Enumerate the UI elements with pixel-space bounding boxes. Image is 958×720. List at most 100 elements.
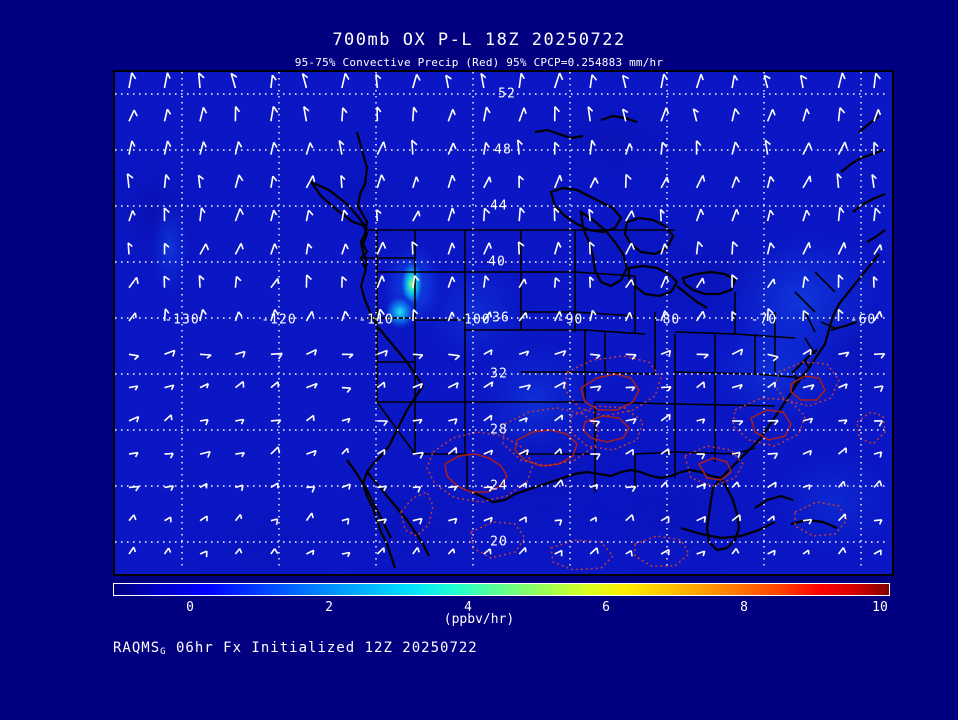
wind-barb xyxy=(732,420,744,426)
wind-barb xyxy=(412,275,420,288)
wind-barb xyxy=(554,349,567,357)
wind-barb xyxy=(625,448,634,456)
wind-barb xyxy=(589,483,599,490)
wind-barb xyxy=(483,141,490,155)
wind-barb xyxy=(873,310,883,322)
wind-barb xyxy=(588,208,594,222)
wind-barb xyxy=(235,418,245,425)
wind-barb xyxy=(448,353,461,361)
wind-barb xyxy=(802,242,811,255)
wind-barb xyxy=(128,140,136,155)
wind-barb xyxy=(621,108,629,122)
wind-barb xyxy=(838,419,848,425)
colorbar xyxy=(113,583,890,596)
wind-barb xyxy=(802,449,813,456)
wind-barb xyxy=(199,482,208,489)
wind-barb xyxy=(590,385,602,392)
wind-barb xyxy=(411,241,419,255)
wind-barb xyxy=(695,208,705,222)
wind-barb xyxy=(341,517,350,525)
wind-barb xyxy=(445,74,452,89)
wind-barb xyxy=(199,450,211,458)
wind-barb xyxy=(837,513,847,522)
wind-barb xyxy=(587,106,594,122)
wind-barb xyxy=(625,485,637,493)
plot-subtitle: 95-75% Convective Precip (Red) 95% CPCP=… xyxy=(294,56,664,69)
wind-barb xyxy=(660,481,669,488)
wind-barb xyxy=(199,418,209,426)
wind-barb xyxy=(412,547,421,555)
wind-barb xyxy=(234,208,244,222)
wind-barb xyxy=(661,386,672,392)
wind-barb xyxy=(838,351,850,358)
wind-barb xyxy=(838,383,848,389)
wind-barb xyxy=(553,72,564,89)
wind-barb xyxy=(128,312,137,322)
wind-barb xyxy=(199,243,210,255)
wind-barb xyxy=(305,310,315,322)
wind-barb xyxy=(306,382,318,389)
wind-barb xyxy=(553,207,560,222)
wind-barb xyxy=(660,310,669,322)
footer-model: RAQMS xyxy=(113,640,161,656)
wind-barb xyxy=(303,105,310,122)
wind-barb xyxy=(695,73,704,89)
wind-barb xyxy=(874,420,884,427)
wind-barb xyxy=(234,513,243,522)
wind-barb xyxy=(554,549,563,557)
wind-barb xyxy=(837,308,844,321)
wind-barb xyxy=(767,381,776,389)
wind-barb xyxy=(164,384,175,391)
wind-barb xyxy=(483,242,492,255)
wind-barb xyxy=(731,274,738,288)
wind-barb xyxy=(518,516,527,523)
wind-barb xyxy=(412,308,419,322)
wind-barb xyxy=(625,210,635,222)
wind-barb xyxy=(412,106,418,122)
colorbar-tick: 10 xyxy=(872,600,888,615)
wind-barb xyxy=(695,140,702,155)
wind-barb xyxy=(199,141,207,155)
wind-barb xyxy=(341,386,352,393)
wind-barb xyxy=(412,176,420,189)
wind-barb xyxy=(483,207,491,222)
wind-barb xyxy=(483,176,492,189)
wind-barb xyxy=(412,451,424,459)
wind-barb xyxy=(128,353,140,361)
wind-barb xyxy=(873,451,883,458)
wind-barb xyxy=(696,353,709,359)
wind-barb xyxy=(873,141,879,155)
wind-barb xyxy=(625,279,635,289)
wind-barb xyxy=(660,349,672,357)
wind-barb xyxy=(483,275,490,288)
wind-barb xyxy=(554,519,563,526)
wind-barb xyxy=(164,452,174,459)
wind-barb xyxy=(731,514,742,522)
wind-barb xyxy=(199,207,206,222)
wind-barb xyxy=(731,348,744,356)
wind-barb xyxy=(341,551,351,558)
wind-barb xyxy=(126,173,134,188)
wind-barb xyxy=(447,142,457,155)
wind-barb xyxy=(270,105,279,122)
wind-barb xyxy=(163,308,170,322)
wind-barb xyxy=(518,350,530,357)
wind-barb xyxy=(766,242,775,255)
wind-barb xyxy=(163,140,172,155)
wind-barb xyxy=(588,241,595,255)
wind-barb xyxy=(836,173,842,188)
wind-barb xyxy=(731,383,743,390)
wind-barb xyxy=(447,446,458,455)
wind-barb xyxy=(590,420,601,427)
wind-barb xyxy=(341,417,351,424)
wind-barb xyxy=(660,515,670,523)
footer-rest: 06hr Fx Initialized 12Z 20250722 xyxy=(166,640,478,656)
wind-barb xyxy=(731,310,737,321)
wind-barb xyxy=(731,141,740,155)
wind-barb xyxy=(128,485,140,492)
wind-barb xyxy=(731,241,739,255)
wind-barb xyxy=(377,485,388,492)
wind-barb xyxy=(625,549,633,557)
wind-barb xyxy=(554,381,566,389)
wind-barb xyxy=(128,72,137,89)
